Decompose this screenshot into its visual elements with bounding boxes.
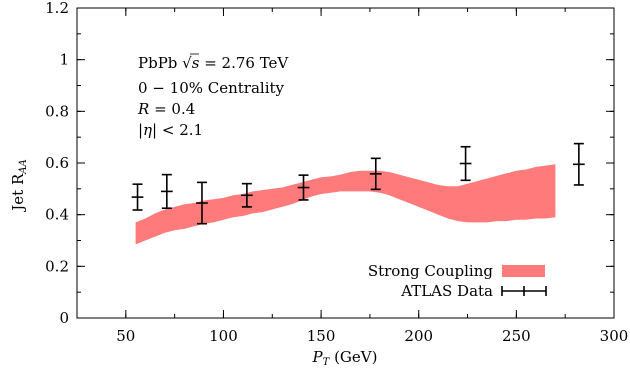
atlas-data-layer	[131, 142, 585, 225]
x-tick-label: 200	[404, 327, 433, 345]
legend: Strong Coupling ATLAS Data	[368, 262, 547, 300]
y-tick-label: 0.2	[45, 257, 69, 275]
x-axis-title-unit: (GeV)	[329, 348, 377, 366]
annotation-radius-value: = 0.4	[149, 100, 195, 118]
annotation-eta-value: < 2.1	[157, 121, 203, 139]
strong-coupling-band	[135, 164, 556, 245]
atlas-data-point	[160, 173, 173, 210]
atlas-data-point	[131, 183, 144, 211]
x-axis-title-main: P	[312, 348, 324, 366]
annotation-collision-prefix: PbPb	[138, 54, 182, 72]
y-axis-title-sub: AA	[18, 159, 29, 174]
annotation-radius: R = 0.4	[137, 100, 195, 118]
legend-swatch-strong-coupling	[502, 265, 545, 277]
annotation-collision: PbPb √s = 2.76 TeV	[138, 54, 289, 72]
x-tick-label: 50	[116, 327, 135, 345]
y-tick-label: 0	[59, 309, 69, 327]
legend-label-strong-coupling: Strong Coupling	[368, 262, 494, 280]
x-axis-title: PT (GeV)	[312, 348, 378, 368]
y-tick-label: 0.6	[45, 154, 69, 172]
y-tick-label: 0.4	[45, 206, 69, 224]
atlas-data-point	[572, 142, 585, 186]
x-tick-label: 150	[307, 327, 336, 345]
axis-ticks	[76, 7, 615, 319]
x-tick-label: 250	[502, 327, 531, 345]
strong-coupling-band-layer	[135, 164, 556, 245]
legend-label-atlas-data: ATLAS Data	[400, 282, 493, 300]
annotation-centrality: 0 − 10% Centrality	[138, 79, 285, 97]
x-tick-label: 300	[600, 327, 629, 345]
atlas-data-point	[241, 182, 253, 208]
tick-labels: 0 0.2 0.4 0.6 0.8 1 1.2 50 100 150 200 250 300	[45, 0, 628, 345]
legend-marker-atlas-data	[501, 286, 547, 296]
y-axis-title: Jet RAA	[9, 159, 29, 212]
annotation-eta: |η| < 2.1	[138, 121, 203, 139]
x-axis-title-sub: T	[323, 357, 331, 368]
x-tick-label: 100	[209, 327, 238, 345]
y-tick-label: 1	[59, 51, 69, 69]
y-tick-label: 0.8	[45, 102, 69, 120]
annotation-collision-suffix: = 2.76 TeV	[199, 54, 289, 72]
annotation-collision-s: s	[192, 54, 200, 72]
atlas-data-point	[297, 174, 310, 201]
atlas-data-point	[369, 157, 382, 191]
sqrt-sign: √	[182, 54, 192, 72]
annotation-eta-var: |η|	[138, 121, 157, 139]
atlas-data-point	[459, 145, 472, 182]
y-tick-label: 1.2	[45, 0, 69, 17]
y-axis-title-main: Jet R	[9, 173, 27, 213]
annotation-radius-var: R	[137, 100, 149, 118]
atlas-data-point	[196, 181, 208, 225]
